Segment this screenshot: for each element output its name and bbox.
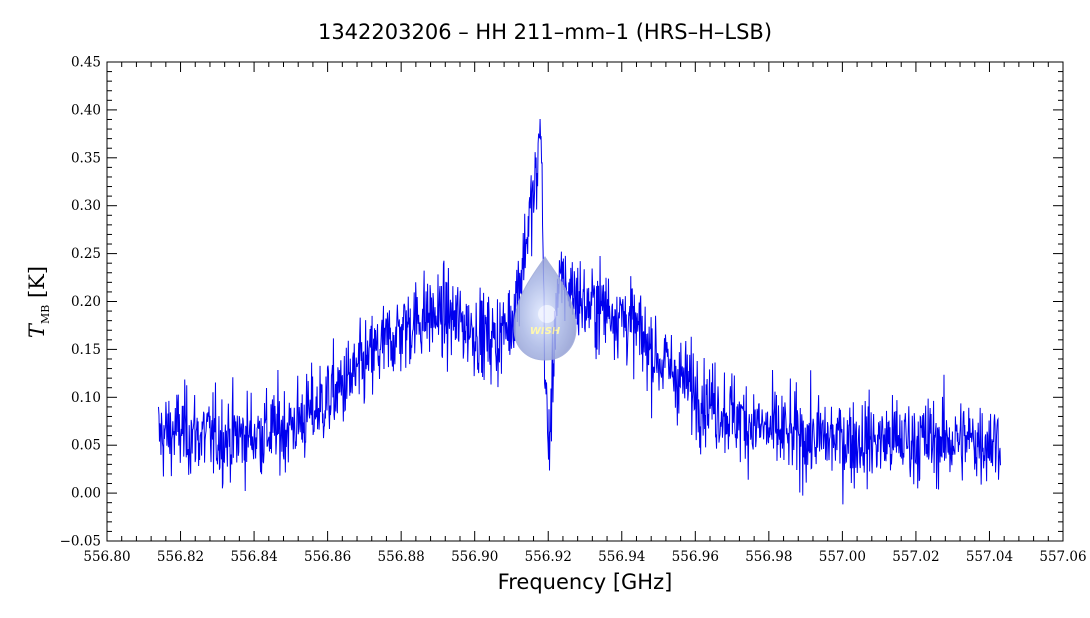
y-tick-label: 0.00 [71, 486, 101, 502]
x-tick-label: 556.82 [157, 549, 204, 565]
y-axis-title: TMB [K] [25, 266, 52, 338]
x-axis-title: Frequency [GHz] [498, 570, 673, 594]
logo-glow [538, 305, 556, 323]
y-axis-title-sub: MB [39, 305, 52, 324]
spectrum-line [157, 118, 1001, 505]
x-tick-label: 556.88 [378, 549, 425, 565]
wish-logo: WISH [513, 256, 577, 361]
x-tick-label: 556.90 [451, 549, 498, 565]
x-tick-label: 557.00 [819, 549, 866, 565]
y-tick-label: 0.45 [71, 55, 101, 71]
x-tick-label: 556.94 [598, 549, 645, 565]
x-tick-label: 556.80 [83, 549, 130, 565]
x-tick-label: 557.06 [1039, 549, 1086, 565]
y-tick-label: 0.05 [71, 438, 101, 454]
y-axis-title-unit: [K] [25, 266, 49, 305]
y-tick-label: 0.10 [71, 390, 101, 406]
svg-text:TMB [K]: TMB [K] [25, 266, 52, 338]
y-tick-label: 0.25 [71, 246, 101, 262]
plot-area [157, 118, 1001, 505]
y-tick-label: 0.35 [71, 150, 101, 166]
y-tick-label: 0.40 [71, 102, 101, 118]
y-axis-title-main: T [25, 322, 49, 338]
x-tick-label: 556.86 [304, 549, 351, 565]
x-tick-label: 557.04 [966, 549, 1013, 565]
wish-logo-text: WISH [530, 326, 561, 337]
y-tick-label: 0.30 [71, 198, 101, 214]
chart-title: 1342203206 – HH 211–mm–1 (HRS–H–LSB) [318, 20, 772, 44]
x-tick-label: 556.92 [525, 549, 572, 565]
x-tick-label: 557.02 [892, 549, 939, 565]
x-tick-label: 556.96 [672, 549, 719, 565]
y-tick-label: −0.05 [60, 534, 101, 550]
x-tick-label: 556.84 [230, 549, 277, 565]
x-tick-label: 556.98 [745, 549, 792, 565]
y-tick-label: 0.15 [71, 342, 101, 358]
y-axis: −0.05 0.00 0.05 0.10 0.15 0.20 0.25 0.30 0.35 0.4… [60, 55, 1063, 550]
y-tick-label: 0.20 [71, 294, 101, 310]
x-axis: 556.80 556.82 556.84 556.86 556.88 556.90 556.… [83, 62, 1087, 565]
